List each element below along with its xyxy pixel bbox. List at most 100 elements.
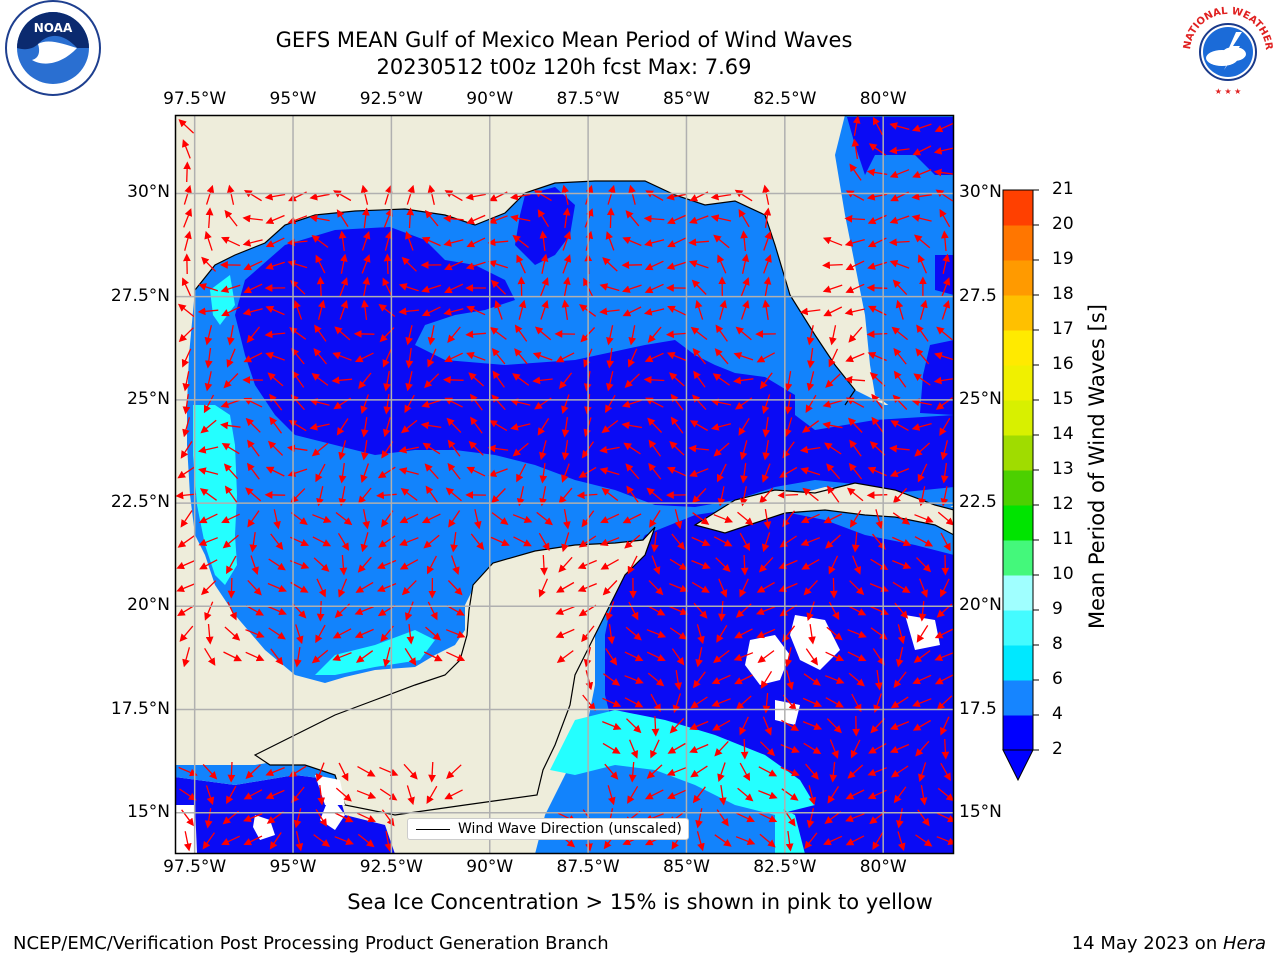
wave-direction-arrow <box>914 442 931 457</box>
wave-direction-arrow <box>666 330 687 339</box>
wave-direction-arrow <box>317 299 326 320</box>
wave-direction-arrow <box>912 145 932 156</box>
wave-direction-arrow <box>360 416 369 438</box>
wave-direction-arrow <box>404 648 417 666</box>
wave-direction-arrow <box>669 582 689 593</box>
wave-direction-arrow <box>267 372 284 387</box>
wave-direction-arrow <box>758 766 778 777</box>
wave-direction-arrow <box>447 439 461 457</box>
wave-direction-arrow <box>466 214 486 225</box>
wave-direction-arrow <box>849 580 865 596</box>
wave-direction-arrow <box>759 741 776 757</box>
wave-direction-arrow <box>872 533 886 550</box>
wave-direction-arrow <box>914 514 934 524</box>
wave-direction-arrow <box>339 277 349 297</box>
wave-direction-arrow <box>940 762 951 782</box>
wave-direction-arrow <box>822 261 843 270</box>
wave-direction-arrow <box>762 716 772 736</box>
wave-direction-arrow <box>202 832 216 850</box>
wave-direction-arrow <box>829 761 838 783</box>
colorbar-segment <box>1003 610 1033 646</box>
wave-direction-arrow <box>717 486 726 507</box>
wave-direction-arrow <box>628 601 639 621</box>
wave-direction-arrow <box>605 648 618 666</box>
wave-direction-arrow <box>602 720 622 731</box>
wave-direction-arrow <box>940 578 950 598</box>
lat-label-right: 25°N <box>959 388 1002 409</box>
wave-direction-arrow <box>936 836 954 846</box>
wave-direction-arrow <box>311 442 329 457</box>
wave-direction-arrow <box>739 532 751 552</box>
wave-direction-arrow <box>622 236 642 247</box>
wave-direction-arrow <box>913 373 931 386</box>
wave-direction-arrow <box>491 347 506 365</box>
wave-direction-arrow <box>916 557 932 573</box>
wave-direction-arrow <box>446 651 466 662</box>
wave-direction-arrow <box>562 508 571 530</box>
colorbar-tick-label: 16 <box>1052 354 1074 374</box>
wave-direction-arrow <box>872 116 884 136</box>
wave-direction-arrow <box>204 647 216 666</box>
map-title: GEFS MEAN Gulf of Mexico Mean Period of … <box>275 28 853 52</box>
wave-direction-arrow <box>510 192 531 201</box>
wave-direction-arrow <box>245 651 265 662</box>
footer-host: Hera <box>1222 933 1266 954</box>
wave-direction-arrow <box>561 439 570 461</box>
wave-direction-arrow <box>313 834 331 847</box>
wave-direction-arrow <box>763 231 772 251</box>
wave-direction-arrow <box>309 422 330 431</box>
wave-direction-arrow <box>223 651 243 662</box>
colorbar-segment <box>1003 575 1033 611</box>
wave-direction-arrow <box>470 533 485 551</box>
wave-direction-arrow <box>824 442 842 455</box>
wave-direction-arrow <box>622 284 642 293</box>
wave-direction-arrow <box>179 788 197 801</box>
nodata-1 <box>745 635 790 685</box>
wave-direction-arrow <box>398 467 419 475</box>
wave-direction-arrow <box>710 398 732 407</box>
wave-direction-arrow <box>786 670 794 691</box>
wave-direction-arrow <box>450 532 458 553</box>
wave-direction-arrow <box>851 693 862 713</box>
wave-direction-arrow <box>227 577 236 599</box>
wave-direction-arrow <box>912 698 932 708</box>
wave-direction-arrow <box>488 468 508 477</box>
colorbar-segment <box>1003 645 1033 681</box>
wave-direction-arrow <box>384 184 393 205</box>
wave-direction-arrow <box>717 254 727 274</box>
wave-direction-arrow <box>669 717 685 734</box>
wave-direction-arrow <box>937 511 954 526</box>
wave-direction-arrow <box>741 253 750 274</box>
wave-direction-arrow <box>338 762 349 782</box>
wave-direction-arrow <box>360 532 369 553</box>
wave-direction-arrow <box>269 832 282 850</box>
wave-direction-arrow <box>356 812 376 823</box>
lon-label-top: 95°W <box>269 89 317 109</box>
nodata-8 <box>175 805 197 854</box>
wave-direction-arrow <box>312 514 332 524</box>
wave-direction-arrow <box>510 423 531 431</box>
wave-direction-arrow <box>338 230 347 251</box>
wave-direction-arrow <box>822 421 843 430</box>
colorbar-extend-triangle <box>1002 749 1034 782</box>
wave-direction-arrow <box>605 394 616 414</box>
wave-direction-arrow <box>889 169 910 179</box>
wave-direction-arrow <box>494 300 503 320</box>
wave-direction-arrow <box>316 600 325 622</box>
wave-direction-arrow <box>448 510 461 528</box>
wave-direction-arrow <box>421 306 441 317</box>
wave-direction-arrow <box>761 532 771 553</box>
wave-direction-arrow <box>733 376 754 385</box>
colorbar-segment <box>1003 295 1033 331</box>
wave-direction-arrow <box>871 416 885 434</box>
wave-direction-arrow <box>270 533 284 551</box>
lon-label-top: 87.5°W <box>556 89 620 109</box>
wave-direction-arrow <box>627 348 638 368</box>
wave-direction-arrow <box>805 648 818 666</box>
wave-direction-arrow <box>243 283 263 294</box>
wave-direction-arrow <box>740 230 748 252</box>
wave-direction-arrow <box>600 559 619 570</box>
wave-direction-arrow <box>406 624 415 645</box>
wave-direction-arrow <box>847 651 867 662</box>
wave-direction-arrow <box>403 763 418 780</box>
